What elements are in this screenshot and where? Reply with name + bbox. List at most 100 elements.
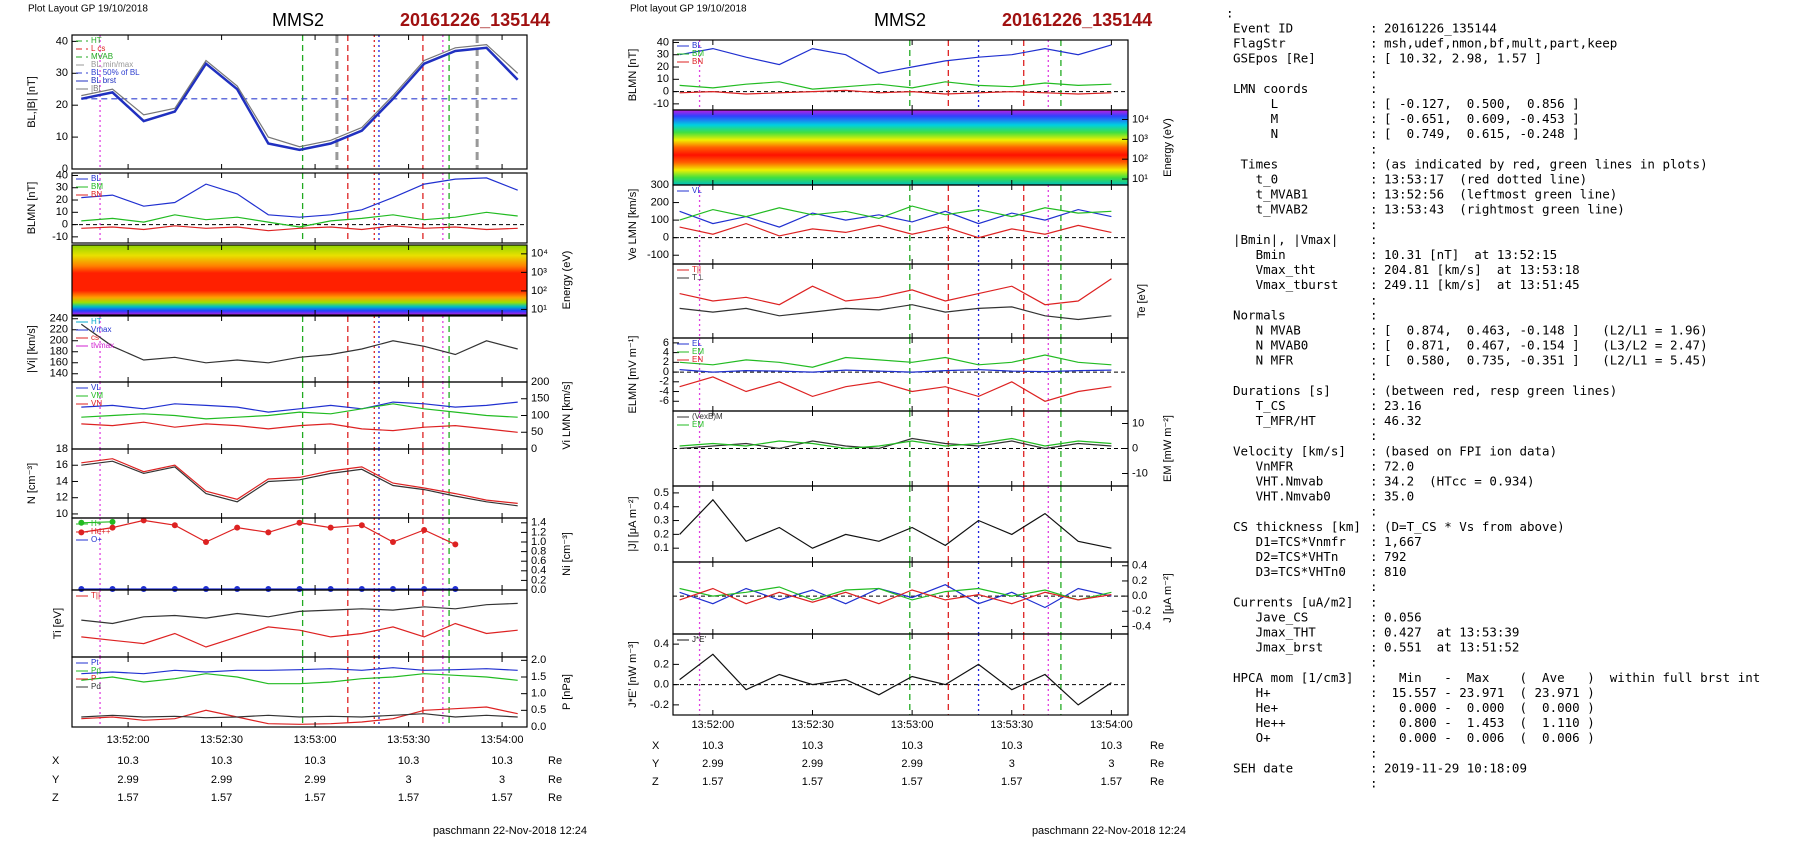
- y-tick-label: 200: [651, 196, 669, 208]
- legend-label: VM: [91, 391, 103, 400]
- y-tick-label: 10³: [1132, 133, 1148, 145]
- info-value: msh,udef,nmon,bf,mult,part,keep: [1384, 36, 1617, 51]
- separator: :: [1370, 217, 1378, 232]
- info-label: CS thickness [km]: [1233, 519, 1361, 534]
- info-value: (between red, resp green lines): [1384, 383, 1617, 398]
- separator: :: [1370, 172, 1378, 187]
- series-line: [81, 622, 518, 648]
- info-label: L: [1233, 96, 1278, 111]
- series-marker: [358, 522, 365, 529]
- info-label: Event ID: [1233, 21, 1293, 36]
- info-label: t_MVAB1: [1233, 187, 1308, 202]
- series-line: [81, 673, 518, 685]
- info-label: M: [1233, 111, 1278, 126]
- separator: :: [1370, 504, 1378, 519]
- info-value: 10.31 [nT] at 13:52:15: [1384, 247, 1557, 262]
- panel-frame: [672, 633, 1129, 716]
- legend-label: cs: [91, 333, 99, 342]
- info-value: 2019-11-29 10:18:09: [1384, 760, 1527, 775]
- y-tick-label: 0.4: [654, 501, 669, 513]
- y-tick-label: 10: [56, 508, 68, 520]
- info-label: T_CS: [1233, 398, 1286, 413]
- y-tick-label: 240: [50, 313, 68, 325]
- panel-frame: [71, 381, 528, 450]
- ephemeris-unit: Re: [1150, 758, 1164, 770]
- panel-frame: [672, 561, 1129, 635]
- y-tick-label: 1.0: [531, 536, 546, 548]
- y-tick-label: 150: [531, 393, 549, 405]
- legend-label: EM: [692, 347, 704, 356]
- info-label: D3=TCS*VHTn0: [1233, 564, 1346, 579]
- ephemeris-value: 10.3: [398, 755, 419, 767]
- separator: :: [1370, 579, 1378, 594]
- panel-frame: [71, 656, 528, 728]
- legend-label: Pt: [91, 658, 99, 667]
- separator: :: [1370, 715, 1378, 730]
- series-line: [679, 222, 1112, 239]
- series-line: [80, 323, 518, 364]
- y-tick-label: 0: [663, 232, 669, 244]
- y-tick-label: 1.2: [531, 526, 546, 538]
- series-line: [679, 208, 1112, 228]
- info-label: He++: [1233, 715, 1286, 730]
- x-tick-label: 13:52:30: [791, 719, 834, 731]
- separator: :: [1370, 489, 1378, 504]
- legend-label: BL,min/max: [91, 60, 133, 69]
- info-value: 13:53:17 (red dotted line): [1384, 172, 1587, 187]
- info-label: Times: [1233, 156, 1278, 171]
- series-marker: [140, 586, 147, 593]
- y-tick-label: 0: [663, 366, 669, 378]
- series-marker: [171, 522, 178, 529]
- y-tick-label: 0.6: [531, 555, 546, 567]
- series-line: [679, 81, 1112, 90]
- y-tick-label: 10: [1132, 417, 1144, 429]
- y-tick-label: 10⁴: [531, 248, 548, 260]
- y-tick-label: -2: [659, 376, 669, 388]
- panel-frame: [71, 172, 528, 244]
- y-axis-label: Vi LMN [km/s]: [561, 381, 573, 449]
- y-tick-label: -0.2: [1132, 605, 1151, 617]
- separator: :: [1370, 338, 1378, 353]
- legend-label: BN: [91, 190, 102, 199]
- y-tick-label: 30: [56, 67, 68, 79]
- series-marker: [203, 586, 210, 593]
- separator: :: [1370, 519, 1378, 534]
- series-marker: [109, 524, 116, 531]
- footer: paschmann 22-Nov-2018 12:24: [433, 825, 587, 837]
- y-axis-label: P [nPa]: [561, 674, 573, 710]
- info-value: (as indicated by red, green lines in plo…: [1384, 156, 1708, 171]
- y-tick-label: 0.0: [531, 584, 546, 596]
- ephemeris-value: 2.99: [702, 758, 723, 770]
- event-label: 20161226_135144: [400, 10, 550, 30]
- separator: :: [1370, 307, 1378, 322]
- series-line: [81, 401, 518, 413]
- separator: :: [1370, 66, 1378, 81]
- legend-label: BL: [91, 174, 101, 183]
- info-label: N MFR: [1233, 353, 1294, 368]
- legend-label: MVAB: [91, 52, 113, 61]
- panel-frame: [672, 184, 1129, 265]
- separator: :: [1370, 187, 1378, 202]
- info-label: Jmax_THT: [1233, 625, 1316, 640]
- y-tick-label: 2: [663, 356, 669, 368]
- y-tick-label: 40: [56, 35, 68, 47]
- info-value: 810: [1384, 564, 1407, 579]
- ephemeris-value: 1.57: [398, 792, 419, 804]
- ephemeris-value: 2.99: [117, 774, 138, 786]
- info-label: He+: [1233, 700, 1278, 715]
- y-tick-label: 10: [56, 206, 68, 218]
- ephemeris-value: 1.57: [304, 792, 325, 804]
- legend-label: tlvmax: [91, 341, 114, 350]
- series-line: [679, 354, 1112, 368]
- info-value: 35.0: [1384, 489, 1414, 504]
- y-tick-label: -10: [52, 231, 68, 243]
- info-value: 34.2 (HTcc = 0.934): [1384, 474, 1535, 489]
- series-line: [679, 376, 1112, 402]
- series-marker: [203, 539, 210, 545]
- ephemeris-value: 2.99: [802, 758, 823, 770]
- separator: :: [1370, 655, 1378, 670]
- separator: :: [1370, 141, 1378, 156]
- info-value: 0.800 - 1.453 ( 1.110 ): [1384, 715, 1595, 730]
- separator: :: [1370, 398, 1378, 413]
